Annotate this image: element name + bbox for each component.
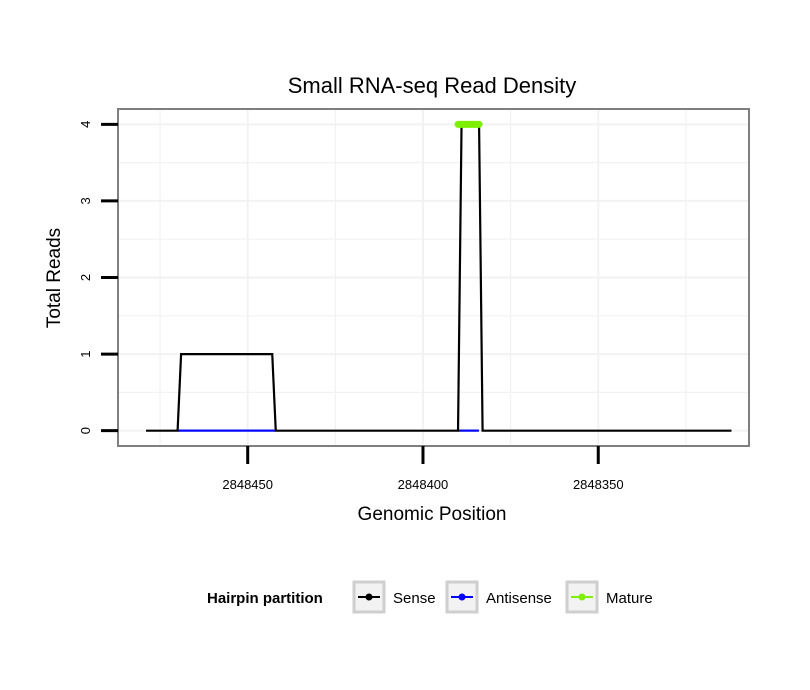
y-tick-label: 3 (78, 197, 93, 204)
x-tick-label: 2848400 (398, 477, 449, 492)
y-axis-label: Total Reads (44, 228, 65, 328)
series-sense-line (146, 123, 732, 432)
legend-label-mature: Mature (606, 590, 653, 607)
legend-key-dot-mature (578, 593, 586, 601)
y-tick-label: 4 (78, 121, 93, 128)
x-axis-label: Genomic Position (358, 504, 507, 525)
legend: Hairpin partition Sense Antisense Mature (207, 580, 653, 614)
legend-key-dot-antisense (458, 593, 466, 601)
series-layer (146, 120, 732, 432)
x-tick-label: 2848350 (573, 477, 624, 492)
legend-label-antisense: Antisense (486, 590, 552, 607)
y-tick-label: 0 (78, 427, 93, 434)
axes: 0 1 2 3 4 2848450 2848400 2848350 (78, 121, 624, 492)
chart-title: Small RNA-seq Read Density (288, 73, 577, 98)
legend-key-dot-sense (365, 593, 373, 601)
y-tick-label: 1 (78, 350, 93, 357)
legend-label-sense: Sense (393, 590, 436, 607)
y-tick-label: 2 (78, 274, 93, 281)
legend-title: Hairpin partition (207, 590, 323, 607)
x-tick-label: 2848450 (222, 477, 273, 492)
